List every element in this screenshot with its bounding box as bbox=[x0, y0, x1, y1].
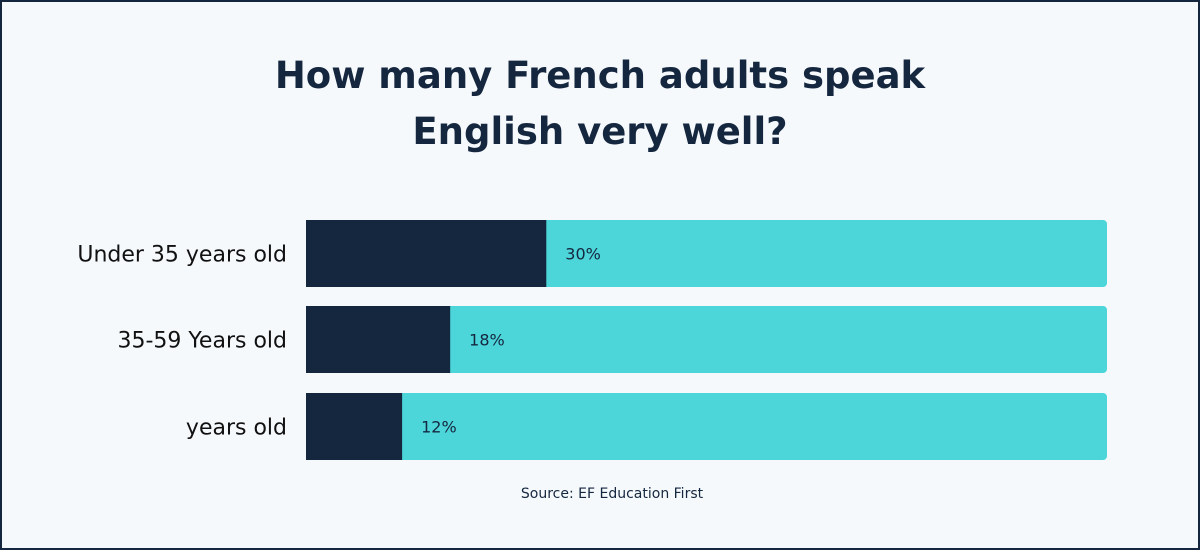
bar-value bbox=[306, 220, 547, 287]
source-note: Source: EF Education First bbox=[520, 486, 704, 502]
bar-value bbox=[306, 393, 403, 460]
title-line-2: English very well? bbox=[412, 110, 788, 153]
category-label: Under 35 years old bbox=[77, 243, 287, 268]
bar-track bbox=[306, 306, 1107, 373]
bar-value bbox=[306, 306, 451, 373]
category-label: years old bbox=[186, 416, 287, 441]
category-label: 35-59 Years old bbox=[118, 329, 288, 354]
chart-title: How many French adults speak English ver… bbox=[0, 48, 1200, 160]
data-label: 12% bbox=[421, 418, 457, 437]
title-line-1: How many French adults speak bbox=[274, 54, 926, 97]
data-label: 18% bbox=[469, 331, 505, 350]
data-label: 30% bbox=[565, 245, 601, 264]
bar-track bbox=[306, 393, 1107, 460]
